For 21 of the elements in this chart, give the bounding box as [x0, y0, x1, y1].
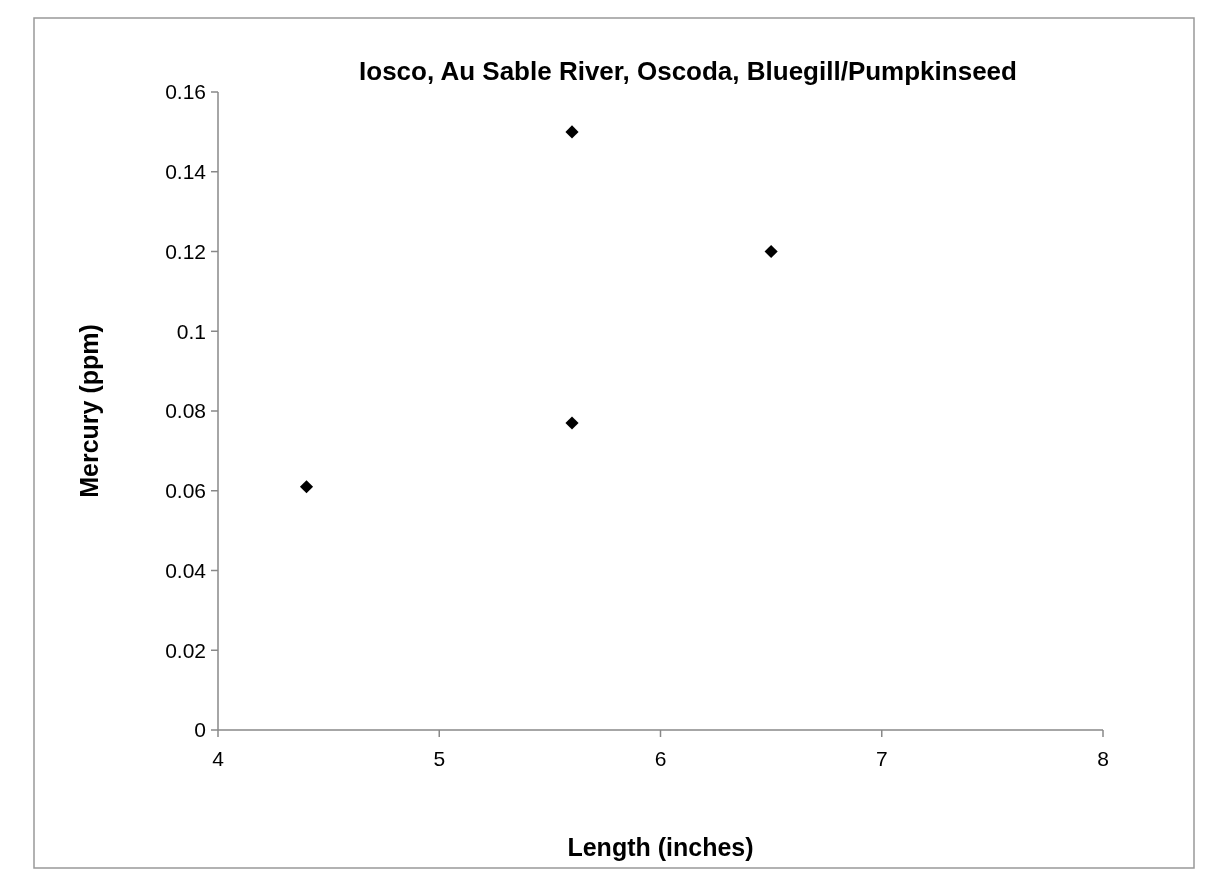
y-tick-label: 0.04: [165, 558, 207, 582]
y-tick-label: 0.08: [165, 399, 206, 423]
x-tick-label: 8: [1097, 747, 1109, 770]
y-tick-label: 0: [194, 718, 206, 742]
x-axis-title: Length (inches): [567, 833, 754, 861]
point: [299, 480, 314, 494]
point: [764, 244, 778, 259]
y-tick-label: 0.12: [165, 239, 206, 263]
x-tick-label: 4: [212, 747, 225, 770]
point: [565, 416, 579, 430]
y-tick-label: 0.14: [165, 160, 207, 184]
y-tick-label: 0.16: [165, 80, 206, 104]
chart-title: Iosco, Au Sable River, Oscoda, Bluegill/Pumpkinseed: [359, 56, 1017, 86]
x-tick-label: 7: [875, 747, 888, 770]
y-tick-label: 0.1: [176, 319, 206, 343]
y-tick-label: 0.06: [165, 479, 206, 503]
x-tick-label: 6: [654, 747, 667, 770]
point: [565, 125, 579, 139]
x-tick-label: 5: [433, 747, 446, 770]
y-tick-label: 0.02: [165, 638, 206, 662]
y-axis-title: Mercury (ppm): [75, 324, 103, 498]
